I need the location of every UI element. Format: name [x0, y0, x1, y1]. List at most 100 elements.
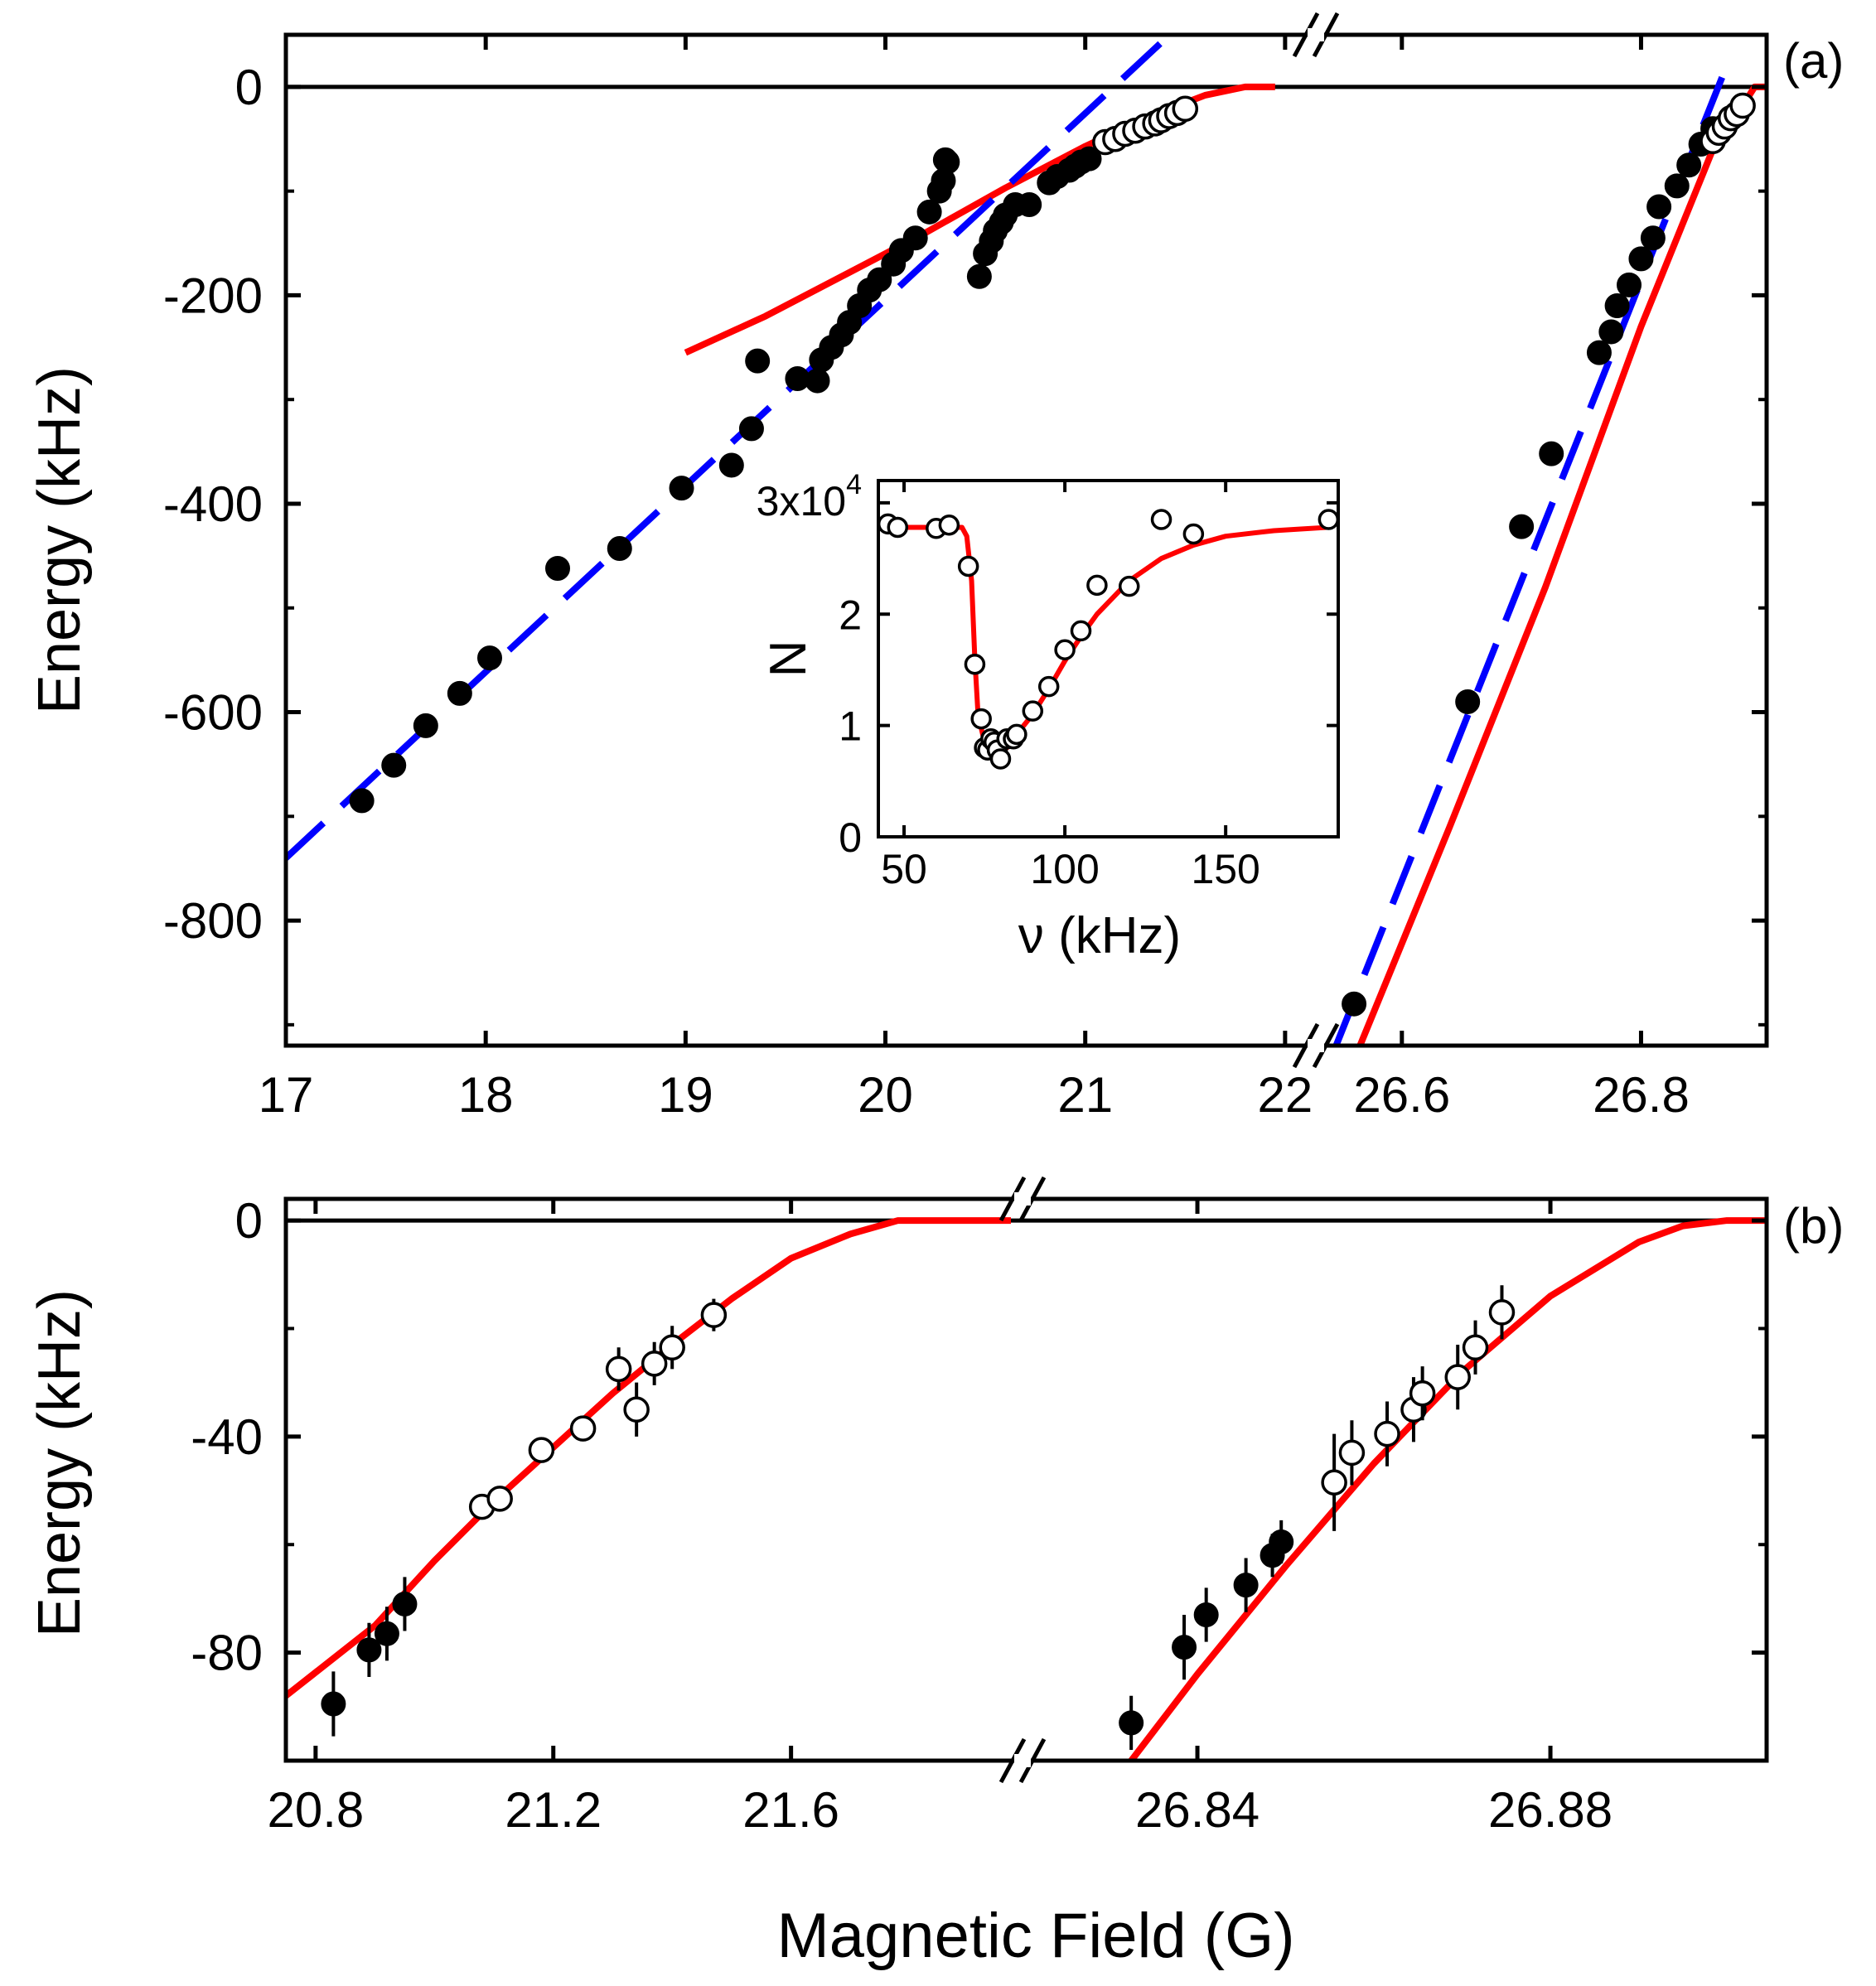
inset-open-point — [1006, 723, 1027, 746]
panel-a-xtick-label: 17 — [259, 1067, 314, 1123]
inset-open-point — [970, 708, 992, 730]
inset-open-point — [957, 555, 979, 577]
panel-b-break-slash-top — [998, 1176, 1027, 1222]
panel-a-break-slash-top — [1292, 12, 1320, 58]
panel-b-xtick-label: 26.84 — [1135, 1782, 1260, 1838]
panel-b-break-slash-bottom — [1018, 1737, 1047, 1784]
panel-b-break-gap-top — [1014, 1192, 1031, 1206]
panel-b-filled-point — [374, 1621, 399, 1646]
panel-b-filled-point — [1269, 1529, 1294, 1554]
inset-chart: 50 100 150 0 1 2 3x104 N ν (kHz) — [757, 469, 1340, 964]
panel-b-ticks: 0 -40 -80 20.8 21.2 21.6 26.84 26.88 — [191, 1193, 1767, 1838]
panel-b: 0 -40 -80 20.8 21.2 21.6 26.84 26.88 (b) Energy… — [27, 1176, 1844, 1838]
panel-b-open-point — [1444, 1364, 1471, 1390]
panel-a-xtick-label: 21 — [1057, 1067, 1113, 1123]
panel-a-ytick-label: -400 — [163, 476, 263, 532]
panel-b-xtick-label: 21.2 — [505, 1782, 602, 1838]
panel-a-break-slash-top — [1312, 12, 1340, 58]
panel-b-break-gap-bottom — [1014, 1754, 1031, 1767]
panel-b-open-point — [700, 1302, 728, 1328]
panel-a-filled-point — [1617, 272, 1642, 297]
panel-b-open-point — [486, 1486, 513, 1512]
panel-a-filled-point — [902, 225, 928, 251]
panel-b-xtick-label: 26.88 — [1488, 1782, 1612, 1838]
panel-a-ytick-label: -800 — [163, 893, 263, 949]
panel-a-xtick-label: 26.8 — [1593, 1067, 1690, 1123]
panel-a-linear-line — [1332, 54, 1734, 1046]
inset-open-point — [1182, 523, 1205, 545]
panel-b-filled-point — [1119, 1710, 1144, 1736]
panel-a-filled-point — [607, 536, 632, 562]
panel-a-filled-point — [669, 476, 694, 501]
panel-a-filled-point — [1342, 991, 1367, 1017]
panel-a-xtick-label: 19 — [658, 1067, 713, 1123]
panel-b-xtick-label: 21.6 — [742, 1782, 839, 1838]
panel-b-filled-point — [392, 1591, 418, 1616]
panel-b-open-point — [1462, 1334, 1489, 1361]
panel-b-filled-point — [1233, 1573, 1259, 1598]
panel-a-filled-point — [413, 713, 438, 738]
panel-b-filled-point — [1172, 1635, 1197, 1660]
panel-a-filled-point — [1676, 152, 1702, 178]
panel-a-filled-point — [745, 348, 771, 374]
panel-a-fit-curve — [684, 83, 1275, 356]
panel-a-filled-point — [1455, 689, 1481, 714]
panel-a-fit-curve — [1356, 83, 1767, 1046]
inset-open-point — [964, 653, 986, 675]
panel-a-break-slash-bottom — [1292, 1022, 1320, 1069]
panel-a-filled-point — [738, 416, 764, 442]
panel-a-filled-point — [1586, 340, 1612, 365]
panel-a-xtick-label: 22 — [1258, 1067, 1313, 1123]
inset-exponent: 4 — [846, 469, 862, 500]
panel-a-xtick-label: 18 — [458, 1067, 514, 1123]
inset-open-point — [1037, 675, 1060, 698]
panel-a-filled-point — [867, 267, 892, 292]
panel-a-frame — [283, 32, 1769, 1048]
panel-b-open-point — [623, 1396, 650, 1423]
inset-open-point — [1086, 574, 1108, 597]
inset-xtick-label: 150 — [1191, 846, 1260, 892]
panel-a-filled-point — [349, 788, 375, 814]
panel-b-ytick-label: 0 — [235, 1193, 263, 1249]
panel-b-open-point — [659, 1334, 685, 1361]
inset-frame — [877, 479, 1340, 838]
inset-xtick-label: 100 — [1030, 846, 1099, 892]
panel-b-filled-point — [1193, 1602, 1219, 1627]
inset-open-point — [1150, 509, 1172, 530]
inset-ytick-3x10: 3x104 — [757, 469, 862, 524]
panel-b-open-point — [528, 1437, 555, 1463]
inset-xtick-label: 50 — [881, 846, 927, 892]
inset-ytick-label: 0 — [839, 814, 862, 861]
panel-a-filled-point — [1604, 293, 1630, 319]
inset-open-point — [989, 748, 1012, 770]
panel-a-ytick-label: -600 — [163, 685, 263, 741]
panel-a-filled-point — [805, 368, 830, 394]
panel-b-break-slash-top — [1018, 1176, 1047, 1222]
panel-a-filled-point — [1628, 246, 1654, 272]
inset-open-point — [1318, 509, 1340, 530]
panel-a-filled-point — [718, 452, 744, 478]
panel-a-break-slash-bottom — [1312, 1022, 1340, 1069]
panel-b-ytick-label: -40 — [191, 1409, 263, 1465]
panel-b-plot-layer — [286, 1217, 1767, 1761]
panel-b-tag: (b) — [1783, 1198, 1844, 1254]
panel-a-filled-point — [1646, 194, 1672, 220]
panel-a-filled-point — [1640, 225, 1666, 251]
panel-a-ylabel: Energy (kHz) — [27, 366, 93, 714]
inset-ylabel: N — [760, 640, 817, 678]
panel-a-ytick-label: -200 — [163, 268, 263, 323]
inset-background — [878, 481, 1338, 837]
panel-a-filled-point — [447, 680, 472, 706]
panel-a-filled-point — [1598, 319, 1624, 345]
panel-b-filled-point — [356, 1637, 382, 1663]
panel-a-filled-point — [966, 263, 992, 289]
panel-b-open-point — [605, 1355, 632, 1383]
panel-b-open-point — [1488, 1299, 1516, 1326]
inset-open-point — [1054, 639, 1076, 660]
panel-a-filled-point — [1017, 192, 1042, 218]
panel-b-open-point — [1338, 1439, 1366, 1467]
panel-b-open-point — [569, 1415, 597, 1442]
panel-a-filled-point — [1664, 173, 1690, 199]
